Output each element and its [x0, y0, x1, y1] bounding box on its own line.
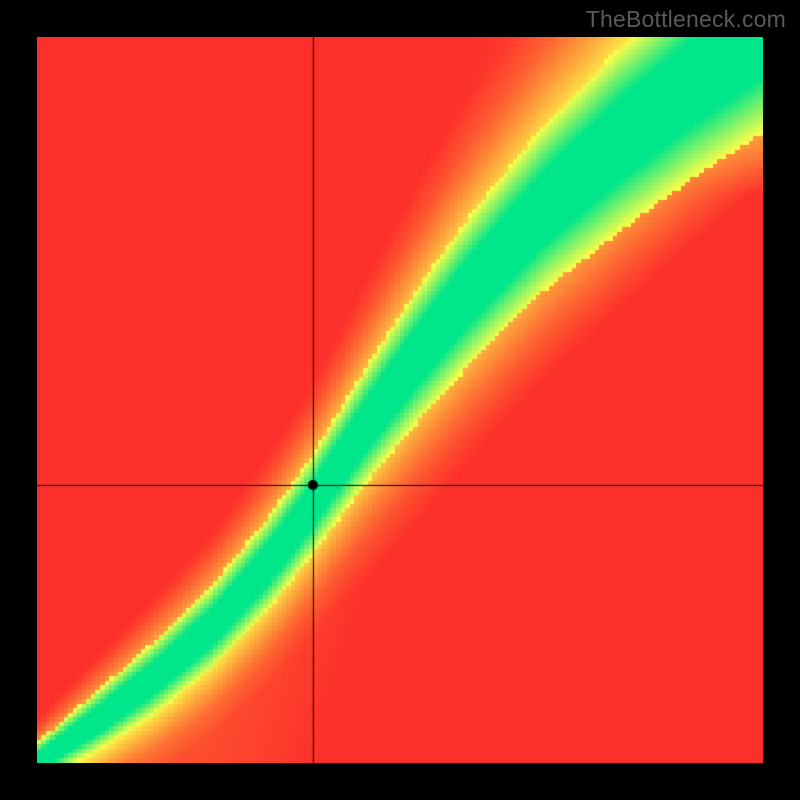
chart-container: TheBottleneck.com: [0, 0, 800, 800]
bottleneck-heatmap: [37, 37, 763, 763]
watermark-label: TheBottleneck.com: [586, 6, 786, 33]
